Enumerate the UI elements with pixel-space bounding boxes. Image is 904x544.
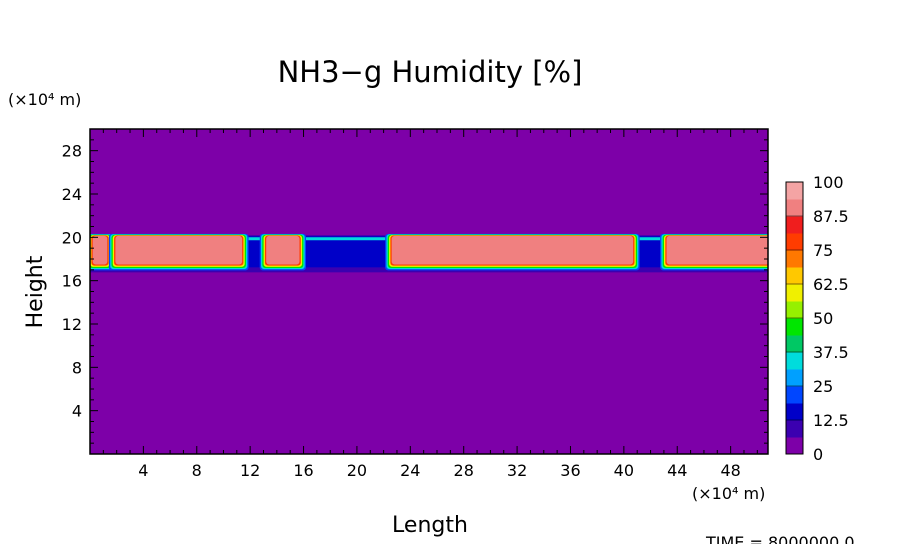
y-axis-label: Height	[23, 255, 48, 328]
x-tick-label: 8	[192, 461, 202, 480]
colorbar-label: 62.5	[813, 275, 849, 294]
y-tick-label: 24	[62, 185, 82, 204]
y-axis-unit: (×10⁴ m)	[8, 90, 81, 109]
y-tick-label: 4	[72, 402, 82, 421]
x-tick-label: 36	[560, 461, 580, 480]
colorbar-swatch	[786, 420, 803, 438]
colorbar-swatch	[786, 267, 803, 285]
saturated-region	[116, 237, 241, 264]
colorbar-swatch	[786, 386, 803, 404]
colorbar-swatch	[786, 318, 803, 336]
colorbar-label: 75	[813, 241, 833, 260]
x-tick-label: 48	[720, 461, 740, 480]
x-tick-label: 16	[293, 461, 313, 480]
y-tick-label: 8	[72, 358, 82, 377]
x-axis-unit: (×10⁴ m)	[692, 484, 765, 503]
colorbar-swatch	[786, 250, 803, 268]
saturated-region	[667, 237, 768, 264]
colorbar-swatch	[786, 403, 803, 421]
x-tick-label: 4	[138, 461, 148, 480]
chart-title: NH3−g Humidity [%]	[278, 55, 583, 89]
x-tick-label: 28	[454, 461, 474, 480]
colorbar-label: 37.5	[813, 343, 849, 362]
colorbar-label: 0	[813, 445, 823, 464]
colorbar-swatch	[786, 352, 803, 370]
time-label: TIME = 8000000.0	[705, 533, 855, 544]
colorbar-swatch	[786, 199, 803, 217]
saturated-region	[94, 237, 107, 264]
x-axis-label: Length	[392, 513, 468, 538]
y-axis-ticks: 4 8 12 16 20 24 28	[62, 139, 768, 444]
y-tick-label: 20	[62, 228, 82, 247]
saturated-region	[392, 237, 632, 264]
colorbar-swatch	[786, 301, 803, 319]
colorbar: 0 12.5 25 37.5 50 62.5 75 87.5 100	[785, 173, 849, 464]
colorbar-swatch	[786, 233, 803, 251]
saturated-region	[267, 237, 299, 264]
x-tick-label: 12	[240, 461, 260, 480]
x-tick-label: 20	[347, 461, 367, 480]
y-tick-label: 12	[62, 315, 82, 334]
colorbar-swatch	[786, 369, 803, 387]
plot-area	[89, 128, 769, 455]
colorbar-label: 100	[813, 173, 844, 192]
colorbar-swatch	[786, 284, 803, 302]
colorbar-label: 12.5	[813, 411, 849, 430]
colorbar-swatch	[786, 216, 803, 234]
colorbar-swatch	[786, 182, 803, 200]
x-axis-ticks: 4 8 12 16 20 24 28 32 36 40 44 48	[102, 129, 758, 480]
colorbar-swatch	[786, 437, 803, 455]
x-tick-label: 32	[507, 461, 527, 480]
colorbar-swatch	[786, 335, 803, 353]
x-tick-label: 24	[400, 461, 420, 480]
x-tick-label: 40	[614, 461, 634, 480]
x-tick-label: 44	[667, 461, 687, 480]
y-tick-label: 16	[62, 272, 82, 291]
colorbar-label: 87.5	[813, 207, 849, 226]
y-tick-label: 28	[62, 142, 82, 161]
colorbar-label: 25	[813, 377, 833, 396]
field-background	[90, 129, 768, 454]
colorbar-label: 50	[813, 309, 833, 328]
